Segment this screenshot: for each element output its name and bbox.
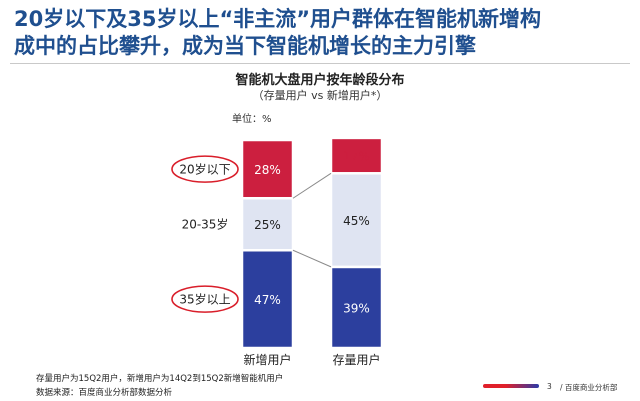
connector-line-1 [292, 249, 332, 268]
bar-segment-2-3 [329, 136, 384, 175]
data-label-1-3: 28% [254, 163, 281, 177]
connector-line-2 [292, 172, 332, 199]
data-label-2-1: 39% [343, 301, 370, 315]
highlight-ring-1 [171, 285, 239, 313]
headline: 20岁以下及35岁以上“非主流”用户群体在智能机新增构 成中的占比攀升，成为当下… [14, 6, 624, 60]
series-label-1: 35岁以上 [179, 292, 230, 307]
headline-divider [10, 63, 630, 64]
series-label-2: 20-35岁 [182, 217, 229, 232]
headline-line-2: 成中的占比攀升，成为当下智能机增长的主力引擎 [14, 34, 476, 58]
data-label-1-1: 47% [254, 293, 281, 307]
brand-color-bar [483, 384, 539, 388]
unit-label: 单位：% [232, 114, 272, 125]
footnote-definition: 存量用户为15Q2用户，新增用户为14Q2到15Q2新增智能机用户 [36, 374, 284, 384]
series-label-3: 20岁以下 [179, 162, 230, 177]
category-label-2: 存量用户 [332, 352, 380, 367]
category-label-1: 新增用户 [243, 352, 291, 367]
data-label-1-2: 25% [254, 218, 281, 232]
footnote-source: 数据来源：百度商业分析部数据分析 [36, 388, 173, 398]
brand-name: / 百度商业分析部 [560, 383, 618, 392]
chart-subtitle: （存量用户 vs 新增用户*） [252, 89, 388, 102]
highlight-ring-3 [171, 155, 239, 183]
data-label-2-3: 17% [343, 150, 370, 164]
data-label-2-2: 45% [343, 214, 370, 228]
bar-segment-2-1 [329, 265, 384, 350]
bar-segment-1-3 [240, 138, 295, 200]
bar-segment-2-2 [329, 172, 384, 269]
chart-title: 智能机大盘用户按年龄段分布 [235, 73, 405, 88]
page-number: 3 [547, 382, 552, 391]
headline-line-1: 20岁以下及35岁以上“非主流”用户群体在智能机新增构 [14, 7, 542, 31]
